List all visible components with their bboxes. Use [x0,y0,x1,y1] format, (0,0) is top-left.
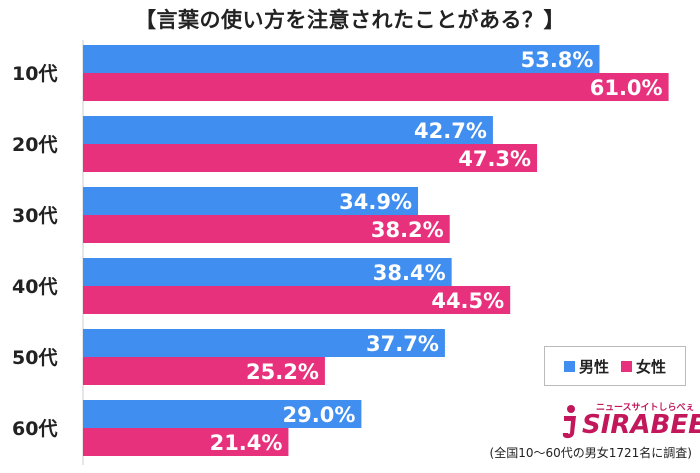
data-label: 38.2% [371,218,444,242]
legend: 男性 女性 [544,346,686,386]
data-label: 47.3% [458,147,531,171]
bar-female [83,144,538,172]
category-label: 20代 [12,134,57,156]
data-label: 34.9% [339,190,412,214]
logo-subtitle: ニュースサイトしらべぇ [596,403,695,413]
data-label: 44.5% [431,289,504,313]
sirabee-logo: ニュースサイトしらべぇ SIRABEE [560,400,700,440]
legend-label-male: 男性 [578,357,609,376]
bar-female [83,215,450,243]
data-label: 25.2% [246,360,319,384]
category-label: 60代 [12,418,57,440]
data-label: 42.7% [414,119,487,143]
data-label: 29.0% [283,403,356,427]
category-label: 50代 [12,347,57,369]
data-label: 53.8% [521,48,594,72]
category-label: 30代 [12,205,57,227]
legend-swatch-female [621,360,632,372]
bar-female [83,73,669,101]
legend-item-male: 男性 [563,356,609,377]
data-label: 61.0% [590,76,663,100]
bar-female [83,357,325,385]
bar-male [83,329,445,357]
chart-title: 【言葉の使い方を注意されたことがある？】 [135,8,565,32]
footnote: (全国10〜60代の男女1721名に調査) [489,446,692,460]
data-label: 38.4% [373,261,446,285]
category-label: 40代 [12,276,57,298]
logo-wordmark: SIRABEE [582,410,700,440]
legend-item-female: 女性 [621,356,666,377]
bar-male [83,45,600,73]
bar-male [83,258,452,286]
bar-female [83,286,511,314]
bar-female [83,428,289,456]
legend-label-female: 女性 [636,357,667,376]
data-label: 37.7% [366,332,439,356]
data-label: 21.4% [210,431,283,455]
bar-male [83,400,362,428]
bar-male [83,116,493,144]
category-label: 10代 [12,63,57,85]
bar-male [83,187,419,215]
legend-swatch-male [563,360,575,372]
sirabee-mark-icon [562,405,576,439]
